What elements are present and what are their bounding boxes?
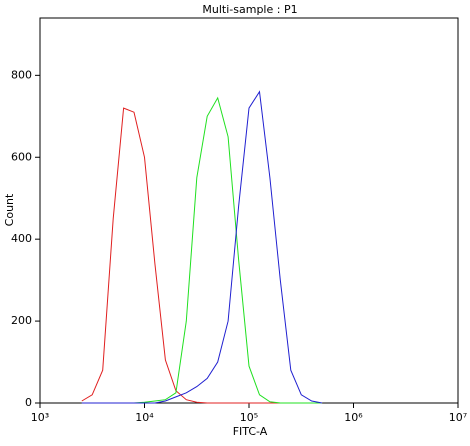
chart-title: Multi-sample : P1	[202, 3, 297, 16]
histogram-line	[81, 90, 323, 404]
y-tick-label: 0	[25, 396, 32, 409]
y-tick-label: 400	[11, 232, 32, 245]
x-tick-label: 10⁴	[135, 411, 154, 424]
y-axis-label: Count	[3, 193, 16, 226]
x-tick-label: 10⁶	[344, 411, 363, 424]
x-tick-label: 10³	[31, 411, 49, 424]
plot-frame	[39, 17, 459, 404]
y-tick-label: 600	[11, 150, 32, 163]
x-axis-label: FITC-A	[233, 425, 268, 438]
histogram-line	[81, 96, 323, 404]
y-tick-label: 800	[11, 68, 32, 81]
y-tick-label: 200	[11, 314, 32, 327]
x-tick-label: 10⁵	[240, 411, 258, 424]
x-tick-label: 10⁷	[449, 411, 467, 424]
histogram-line	[81, 107, 323, 404]
